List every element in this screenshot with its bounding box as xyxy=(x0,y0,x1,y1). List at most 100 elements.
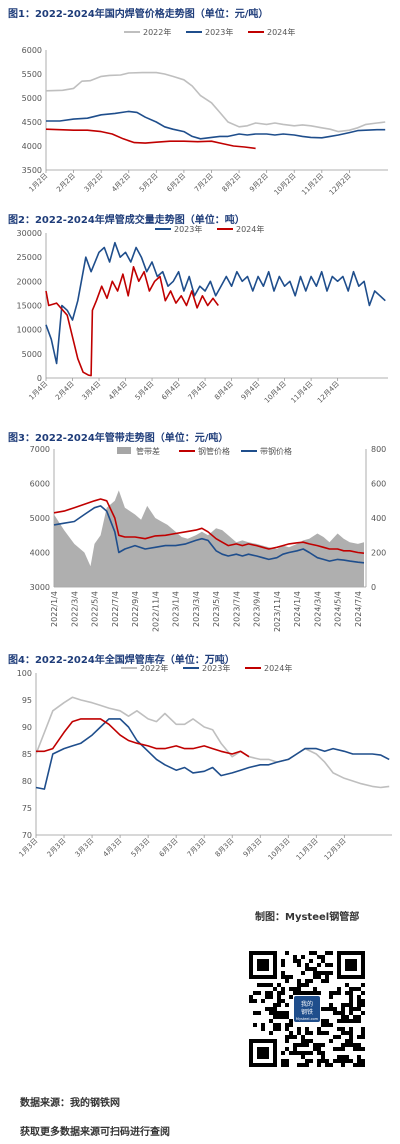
qr-module xyxy=(281,1063,285,1067)
qr-module xyxy=(345,991,349,995)
x-tick-label: 9月3日 xyxy=(242,837,264,859)
qr-module xyxy=(261,1023,265,1027)
qr-module xyxy=(305,1051,309,1055)
qr-module xyxy=(349,1035,353,1039)
series-line-2022年 xyxy=(35,696,390,789)
qr-module xyxy=(361,1059,365,1063)
qr-module xyxy=(309,1051,313,1055)
qr-module xyxy=(289,1019,293,1023)
series-area-管带差 xyxy=(54,490,364,587)
qr-module xyxy=(301,1035,305,1039)
qr-module xyxy=(349,1027,353,1031)
qr-module xyxy=(281,991,285,995)
qr-finder-core xyxy=(257,1047,269,1059)
y-tick-label: 20000 xyxy=(17,277,42,286)
qr-module xyxy=(357,987,361,991)
qr-module xyxy=(349,1039,353,1043)
qr-module xyxy=(273,1027,277,1031)
x-tick-label: 7月4日 xyxy=(187,380,209,402)
qr-module xyxy=(253,999,257,1003)
legend-label: 管带差 xyxy=(136,446,160,456)
qr-module xyxy=(321,1059,325,1063)
qr-module xyxy=(341,1063,345,1067)
qr-module xyxy=(337,1055,341,1059)
legend-item: 钢管价格 xyxy=(179,446,230,456)
qr-module xyxy=(285,1027,289,1031)
chart1-title: 图1：2022-2024年国内焊管价格走势图（单位：元/吨） xyxy=(8,9,269,20)
legend-label: 2023年 xyxy=(202,663,230,673)
qr-module xyxy=(297,983,301,987)
qr-module xyxy=(297,959,301,963)
qr-module xyxy=(273,987,277,991)
y-tick-label: 30000 xyxy=(17,229,42,238)
y-tick-label: 3500 xyxy=(22,166,42,175)
qr-module xyxy=(317,1043,321,1047)
qr-module xyxy=(345,1019,349,1023)
qr-module xyxy=(269,995,273,999)
qr-module xyxy=(325,951,329,955)
qr-module xyxy=(317,991,321,995)
y-tick-label: 85 xyxy=(22,750,32,759)
y-tick-label-right: 600 xyxy=(371,480,386,489)
x-tick-label: 6月3日 xyxy=(158,837,180,859)
qr-module xyxy=(337,1047,341,1051)
qr-module xyxy=(257,1011,261,1015)
legend-item: 2024年 xyxy=(245,663,292,673)
qr-module xyxy=(341,1027,345,1031)
qr-module xyxy=(329,1007,333,1011)
qr-module xyxy=(301,1051,305,1055)
qr-module xyxy=(357,1063,361,1067)
legend-label: 2022年 xyxy=(140,663,168,673)
qr-module xyxy=(341,1011,345,1015)
qr-module xyxy=(317,1051,321,1055)
qr-finder-core xyxy=(345,959,357,971)
qr-module xyxy=(269,1019,273,1023)
qr-module xyxy=(305,991,309,995)
qr-module xyxy=(293,991,297,995)
qr-module xyxy=(353,1047,357,1051)
qr-module xyxy=(361,1047,365,1051)
qr-module xyxy=(341,1003,345,1007)
qr-module xyxy=(253,991,257,995)
qr-module xyxy=(321,1007,325,1011)
qr-module xyxy=(261,1027,265,1031)
qr-module xyxy=(313,987,317,991)
qr-module xyxy=(357,995,361,999)
qr-module xyxy=(345,1015,349,1019)
qr-module xyxy=(337,1059,341,1063)
qr-module xyxy=(325,1059,329,1063)
x-tick-label: 4月2日 xyxy=(110,172,132,194)
qr-module xyxy=(309,959,313,963)
x-tick-label: 4月3日 xyxy=(102,837,124,859)
qr-module xyxy=(337,1035,341,1039)
qr-module xyxy=(309,979,313,983)
qr-module xyxy=(297,1063,301,1067)
qr-module xyxy=(301,955,305,959)
x-tick-label: 2023/3/4 xyxy=(192,591,201,627)
qr-module xyxy=(361,1035,365,1039)
qr-module xyxy=(281,1051,285,1055)
qr-module xyxy=(353,1063,357,1067)
x-tick-label: 1月2日 xyxy=(28,172,50,194)
qr-module xyxy=(309,1059,313,1063)
x-tick-label: 4月4日 xyxy=(107,380,129,402)
x-tick-label: 10月4日 xyxy=(263,380,288,405)
y-tick-label-left: 3000 xyxy=(30,583,50,592)
chart2-volume-line-chart: 0 5000 10000 15000 20000 25000 30000 1月4日 2月4日 3月… xyxy=(17,224,388,405)
x-tick-label: 8月2日 xyxy=(221,172,243,194)
series-line-钢管价格 xyxy=(53,498,365,554)
qr-module xyxy=(337,1011,341,1015)
qr-module xyxy=(269,1007,273,1011)
qr-logo xyxy=(294,996,320,1022)
qr-module xyxy=(309,991,313,995)
legend-label: 2024年 xyxy=(236,224,264,234)
qr-module xyxy=(357,1047,361,1051)
qr-module xyxy=(309,1031,313,1035)
y-tick-label-right: 200 xyxy=(371,549,386,558)
series-line-2024年 xyxy=(45,128,256,150)
qr-module xyxy=(293,1047,297,1051)
qr-module xyxy=(305,1043,309,1047)
qr-module xyxy=(285,1003,289,1007)
y-tick-label: 5000 xyxy=(22,350,42,359)
